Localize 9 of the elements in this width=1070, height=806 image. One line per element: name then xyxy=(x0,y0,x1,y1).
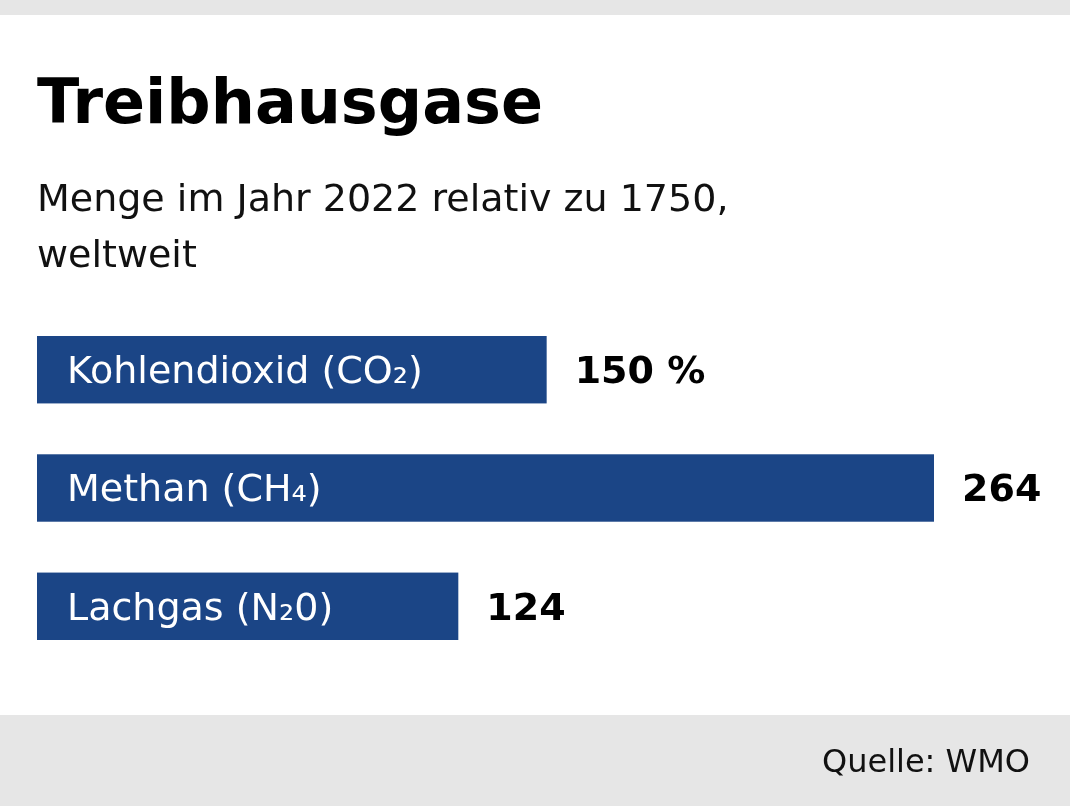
y-tick-label: Methan (CH₄) xyxy=(67,466,322,511)
data-label: 124 xyxy=(486,584,566,629)
data-label: 264 xyxy=(962,466,1042,511)
y-tick-label: Lachgas (N₂0) xyxy=(67,584,334,629)
source-note: Quelle: WMO xyxy=(821,742,1030,780)
chart-title: Treibhausgase xyxy=(37,65,543,138)
data-label: 150 % xyxy=(574,348,706,393)
chart-subtitle: Menge im Jahr 2022 relativ zu 1750, weltweit xyxy=(37,175,730,278)
y-tick-label: Kohlendioxid (CO₂) xyxy=(67,348,423,393)
